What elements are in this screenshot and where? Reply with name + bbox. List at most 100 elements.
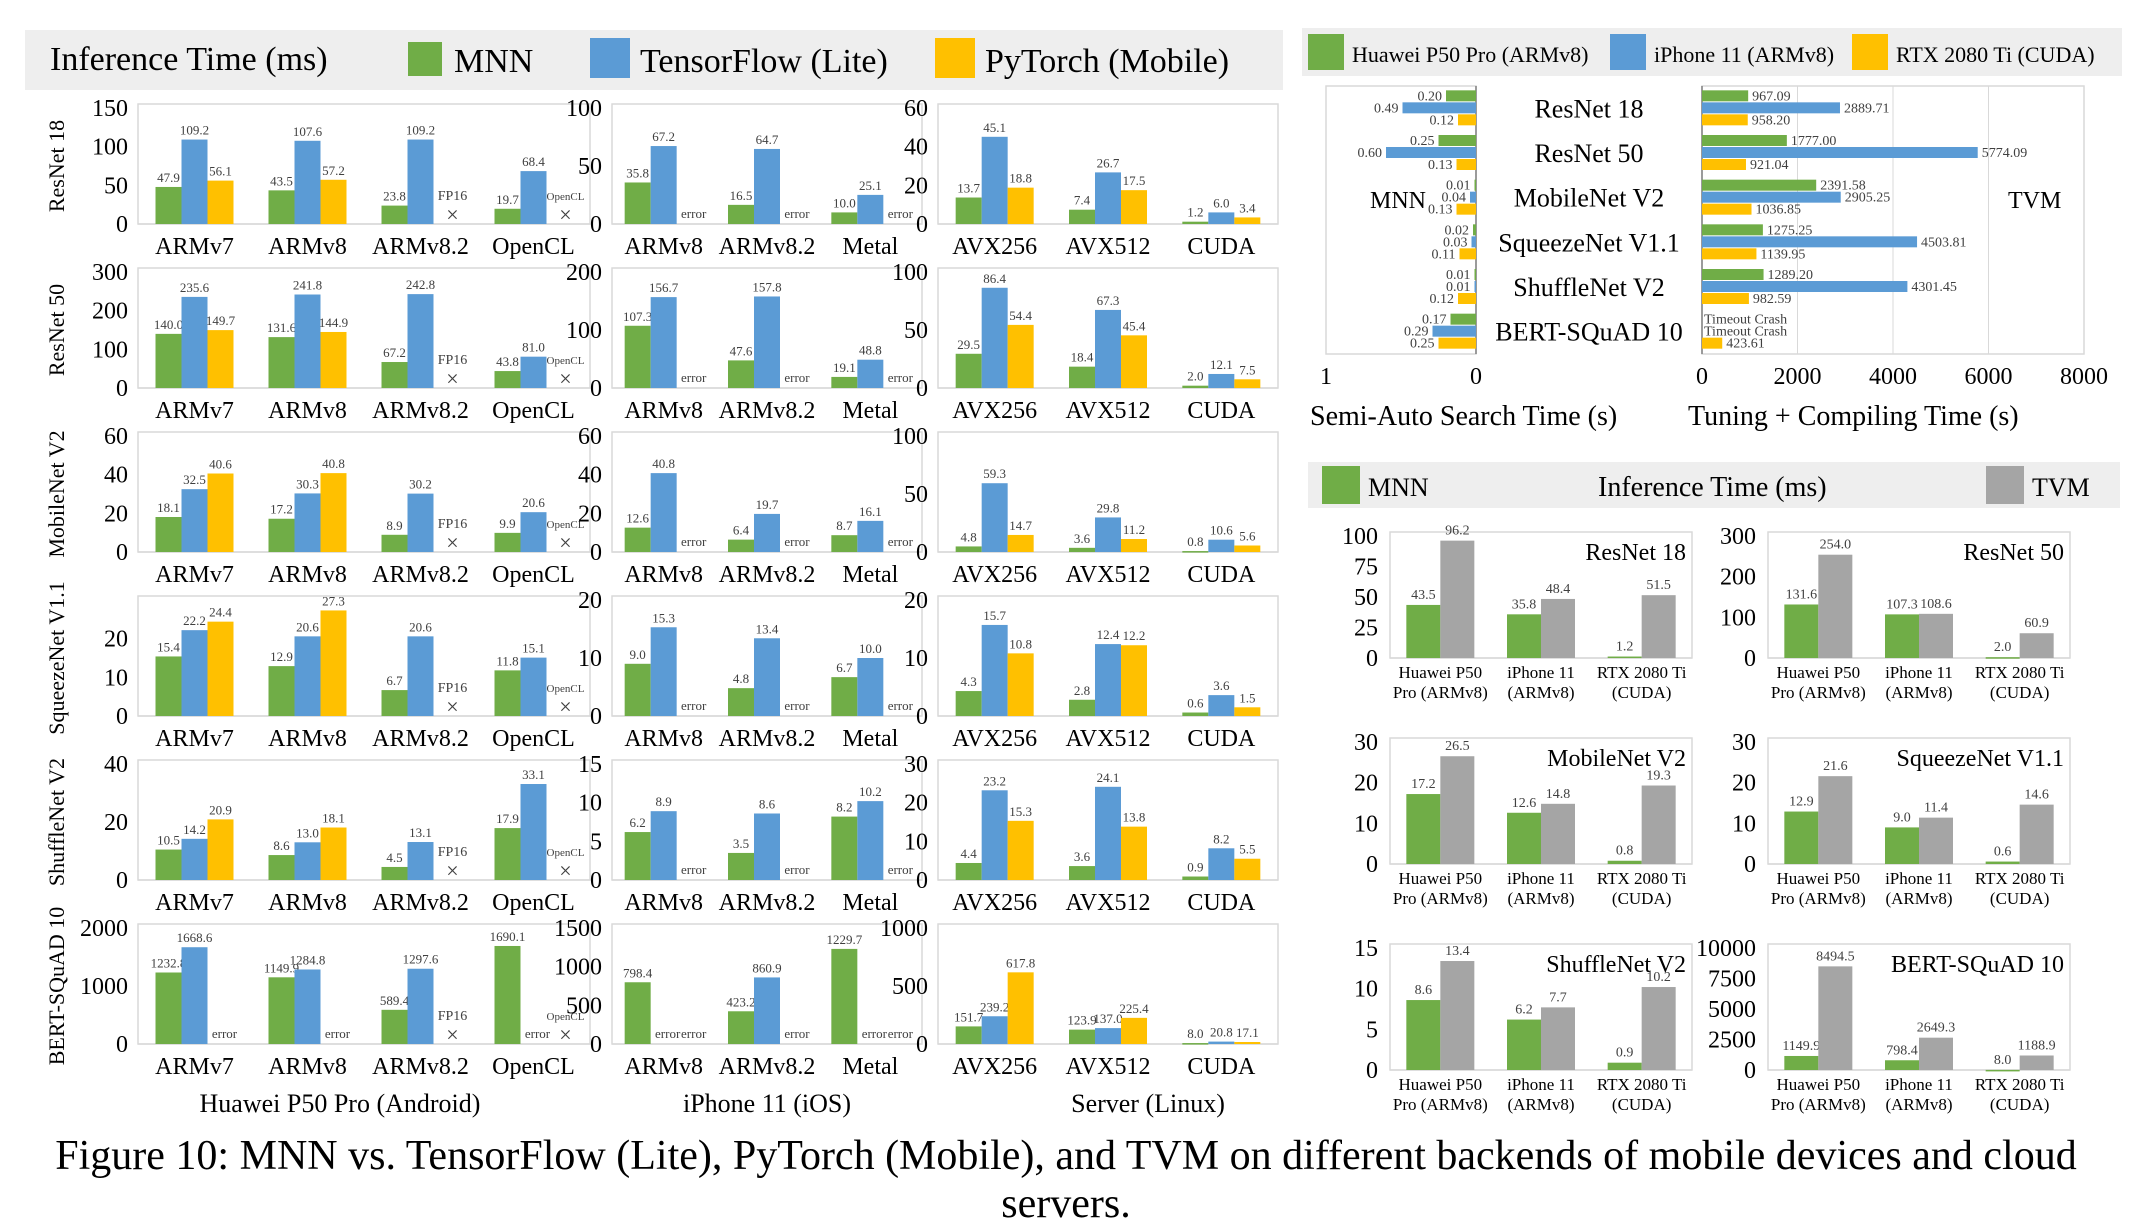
search-data-label: 0.13 — [1428, 158, 1453, 173]
data-label: 0.6 — [1994, 845, 2012, 860]
bar-tensorflow-lite- — [981, 136, 1008, 224]
data-label: 26.7 — [1097, 155, 1120, 170]
tvm-legend-label-huawei: Huawei P50 Pro (ARMv8) — [1352, 42, 1589, 67]
tuning-data-label: 1275.25 — [1767, 223, 1813, 238]
data-label: 0.9 — [1616, 1046, 1634, 1061]
data-label: 254.0 — [1820, 538, 1852, 553]
data-label: 24.1 — [1097, 770, 1120, 785]
data-label: 225.4 — [1119, 1001, 1149, 1016]
opencl-marker: OpenCL — [547, 683, 585, 695]
opencl-marker: OpenCL — [547, 355, 585, 367]
bar-tensorflow-lite- — [650, 146, 677, 224]
bar-pytorch-mobile- — [1234, 707, 1261, 716]
bar-mnn — [728, 360, 754, 388]
x-tick-label: iPhone 11 — [1507, 869, 1575, 888]
model-label: MobileNet V2 — [1514, 184, 1664, 213]
bar-tensorflow-lite- — [407, 842, 434, 880]
legend-label-tensorflow: TensorFlow (Lite) — [640, 43, 888, 80]
bar-pytorch-mobile- — [207, 180, 234, 224]
search-bar — [1438, 135, 1476, 146]
data-label: 157.8 — [752, 279, 781, 294]
x-tick-label: (ARMv8) — [1507, 683, 1574, 702]
data-label: 23.2 — [983, 773, 1006, 788]
y-tick-label: 20 — [904, 173, 928, 199]
unsupported-cross: × — [446, 1022, 458, 1047]
y-tick-label: 40 — [578, 463, 602, 489]
bar-tvm — [1541, 598, 1575, 658]
y-tick-label: 500 — [892, 974, 928, 1000]
data-label: 14.8 — [1546, 787, 1571, 802]
data-label: 67.2 — [652, 129, 675, 144]
x-tick-label: Pro (ARMv8) — [1771, 889, 1866, 908]
x-tick-label: ARMv7 — [155, 234, 234, 260]
data-label: 8.6 — [1415, 983, 1433, 998]
chart-ios-squeezenet: 0 10 20 ARMv8 9.0 15.3 error ARMv8.2 4.8 13.4 erro… — [578, 588, 923, 752]
y-tick-label: 0 — [916, 704, 928, 730]
tvm-legend-label-rtx: RTX 2080 Ti (CUDA) — [1896, 42, 2095, 67]
y-tick-label: 1500 — [554, 916, 602, 942]
x-tick-label: (CUDA) — [1612, 1095, 1672, 1114]
data-label: 8.9 — [656, 794, 672, 809]
data-label: 2.8 — [1074, 683, 1090, 698]
x-tick-label: Pro (ARMv8) — [1393, 1095, 1488, 1114]
bar-mnn — [624, 832, 651, 880]
data-label: 57.2 — [322, 163, 345, 178]
data-label: 123.9 — [1067, 1013, 1096, 1028]
x-tick-label: ARMv8.2 — [372, 890, 469, 916]
y-tick-label: 10 — [578, 791, 602, 817]
data-label: 30.3 — [296, 476, 319, 491]
y-tick-label: 100 — [892, 424, 928, 450]
y-axis-label: MobileNet V2 — [44, 430, 69, 557]
x-tick-label: (CUDA) — [1612, 889, 1672, 908]
data-label: 10.0 — [859, 641, 882, 656]
x-tick-label: AVX512 — [1066, 398, 1151, 424]
chart-ios-resnet18: 0 50 100 ARMv8 35.8 67.2 error ARMv8.2 16.5 64.7 e… — [566, 96, 923, 260]
bar-tensorflow-lite- — [1095, 172, 1121, 224]
y-tick-label: 500 — [566, 993, 602, 1019]
bar-pytorch-mobile- — [1007, 820, 1034, 880]
data-label: 11.2 — [1123, 522, 1145, 537]
data-label: 8.6 — [759, 796, 776, 811]
data-label: 241.8 — [293, 278, 322, 293]
y-tick-label: 50 — [1354, 585, 1378, 611]
search-data-label: 0.11 — [1432, 247, 1456, 262]
data-label: 29.8 — [1097, 500, 1120, 515]
data-label: 7.7 — [1549, 990, 1567, 1005]
bar-mnn — [1507, 614, 1541, 658]
data-label: 1.2 — [1616, 640, 1634, 655]
fp16-marker: FP16 — [438, 845, 468, 860]
data-label: 156.7 — [649, 280, 679, 295]
y-tick-label: 0 — [916, 868, 928, 894]
y-tick-label: 20 — [904, 588, 928, 614]
bar-mnn — [1182, 551, 1209, 553]
y-tick-label: 10 — [904, 646, 928, 672]
data-label: 3.6 — [1213, 678, 1230, 693]
error-marker: error — [325, 1026, 351, 1041]
chart-ios-shufflenet: 0 5 10 15 ARMv8 6.2 8.9 error ARMv8.2 3.5 8.6 error… — [578, 752, 923, 916]
x-tick-label: iPhone 11 — [1885, 1075, 1953, 1094]
bar-mnn — [494, 532, 521, 552]
unsupported-cross: × — [446, 366, 458, 391]
bar-tensorflow-lite- — [754, 638, 780, 716]
tuning-data-label: 4301.45 — [1911, 280, 1957, 295]
x-tick-label: CUDA — [1187, 890, 1256, 916]
tuning-x-tick-label: 6000 — [1965, 364, 2013, 390]
x-tick-label: Metal — [842, 234, 898, 260]
legend-label-pytorch: PyTorch (Mobile) — [985, 43, 1229, 80]
bar-tensorflow-lite- — [1208, 695, 1235, 716]
search-bar — [1432, 325, 1476, 337]
data-label: 19.7 — [756, 497, 779, 512]
search-data-label: 0.13 — [1428, 203, 1453, 218]
y-tick-label: 50 — [904, 482, 928, 508]
y-tick-label: 100 — [92, 337, 128, 363]
tvm-inference-title: Inference Time (ms) — [1598, 472, 1827, 503]
y-tick-label: 0 — [1744, 1058, 1756, 1084]
error-marker: error — [681, 370, 707, 385]
bar-pytorch-mobile- — [320, 179, 347, 224]
data-label: 8.0 — [1994, 1053, 2012, 1068]
bar-pytorch-mobile- — [1234, 545, 1261, 552]
chart-linux-resnet18: 0 20 40 60 AVX256 13.7 45.1 18.8 AVX512 7.4 26.717… — [904, 96, 1279, 260]
y-tick-label: 60 — [904, 96, 928, 122]
